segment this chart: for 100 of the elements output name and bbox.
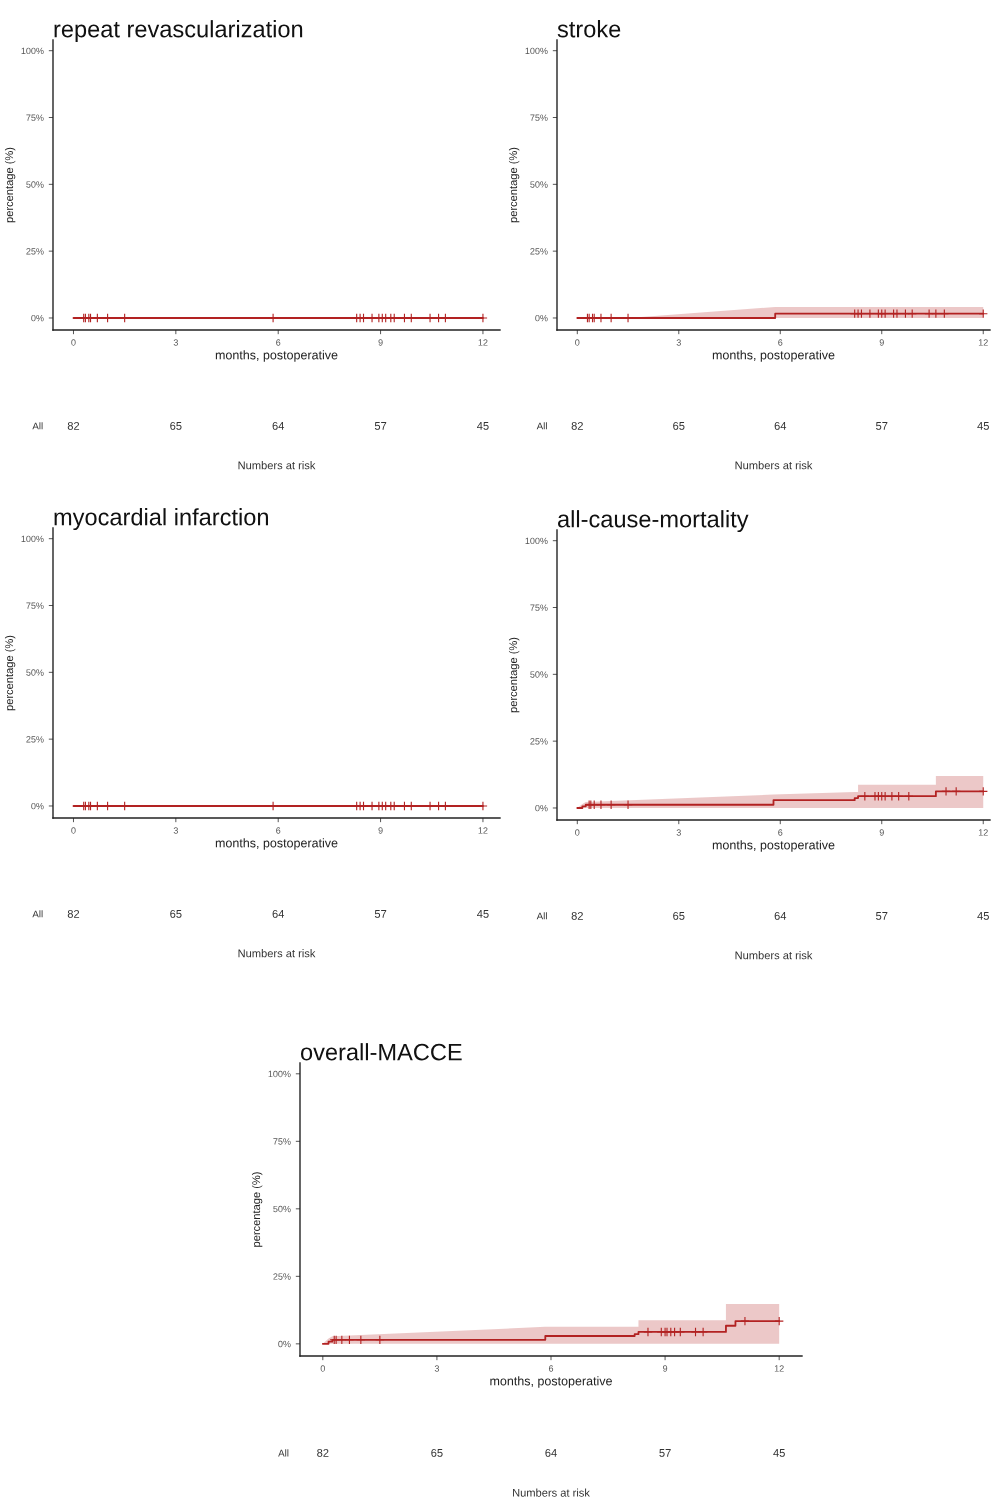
text: 82 — [571, 421, 583, 430]
x-tick-label: 6 — [778, 339, 783, 346]
x-tick-label: 6 — [276, 827, 281, 834]
y-tick-label: 0% — [535, 314, 548, 322]
y-tick-label: 75% — [530, 604, 548, 611]
y-tick-label: 50% — [530, 671, 548, 678]
x-tick-label: 6 — [778, 829, 783, 836]
y-tick-label: 25% — [273, 1273, 291, 1280]
y-tick-label: 75% — [273, 1138, 291, 1145]
x-tick-label: 12 — [478, 339, 488, 346]
y-axis-title: percentage (%) — [4, 635, 16, 711]
y-tick-label: 100% — [525, 47, 548, 55]
chart-title: overall-MACCE — [300, 1043, 462, 1061]
x-axis-title: months, postoperative — [712, 350, 835, 362]
x-tick-label: 9 — [663, 1365, 668, 1372]
y-tick-label: 100% — [525, 537, 548, 545]
x-tick-label: 12 — [978, 829, 988, 836]
text: 65 — [170, 421, 182, 430]
y-tick-label: 50% — [26, 669, 44, 676]
text: All — [32, 910, 43, 918]
y-tick-label: 75% — [26, 114, 44, 121]
chart-title: stroke — [557, 20, 621, 38]
x-tick-label: 3 — [676, 339, 681, 346]
y-tick-label: 50% — [530, 181, 548, 188]
x-tick-label: 12 — [478, 827, 488, 834]
text: 64 — [272, 421, 285, 430]
point — [740, 1316, 750, 1326]
x-axis-title: months, postoperative — [490, 1376, 612, 1388]
text: 57 — [876, 422, 888, 430]
chart-title: all-cause-mortality — [558, 510, 749, 533]
x-tick-label: 9 — [378, 339, 383, 346]
y-tick-label: 0% — [535, 804, 548, 812]
y-axis-title: percentage (%) — [251, 1172, 263, 1247]
y-tick-label: 25% — [26, 736, 44, 743]
y-tick-label: 0% — [31, 314, 44, 322]
text: 82 — [67, 421, 80, 430]
text: 64 — [774, 911, 787, 920]
y-tick-label: 25% — [530, 738, 548, 745]
x-tick-label: 3 — [676, 829, 681, 836]
text: All — [536, 912, 547, 920]
x-axis-title: months, postoperative — [215, 350, 338, 362]
text: 82 — [571, 911, 583, 920]
chart-title: myocardial infarction — [54, 508, 268, 531]
text: Numbers at risk — [238, 461, 316, 470]
x-axis-title: months, postoperative — [215, 838, 338, 850]
x-tick-label: 0 — [320, 1365, 325, 1372]
text: 64 — [774, 421, 787, 430]
y-axis-title: percentage (%) — [4, 147, 16, 223]
y-axis-title: percentage (%) — [508, 147, 520, 223]
x-tick-label: 6 — [276, 339, 281, 346]
point — [643, 1327, 653, 1337]
text: 45 — [477, 910, 489, 918]
text: 65 — [673, 911, 685, 920]
text: 45 — [977, 422, 989, 430]
y-tick-label: 100% — [268, 1070, 291, 1078]
text: 65 — [673, 421, 685, 430]
chart-title: repeat revascularization — [54, 20, 303, 43]
x-tick-label: 9 — [879, 339, 884, 346]
text: Numbers at risk — [238, 949, 316, 958]
text: All — [32, 422, 43, 430]
text: Numbers at risk — [513, 1488, 590, 1497]
x-tick-label: 12 — [978, 339, 988, 346]
point — [698, 1327, 708, 1337]
text: 82 — [67, 909, 80, 918]
y-tick-label: 50% — [273, 1205, 291, 1213]
y-tick-label: 0% — [31, 802, 44, 810]
x-tick-label: 12 — [774, 1365, 784, 1372]
x-tick-label: 3 — [173, 339, 178, 346]
x-axis-title: months, postoperative — [712, 840, 835, 852]
y-axis-title: percentage (%) — [508, 637, 520, 713]
text: 82 — [317, 1448, 329, 1457]
text: 57 — [374, 422, 387, 430]
text: 57 — [876, 912, 888, 920]
x-tick-label: 0 — [71, 827, 76, 834]
text: 65 — [431, 1448, 443, 1457]
x-tick-label: 3 — [173, 827, 178, 834]
y-tick-label: 75% — [26, 602, 44, 609]
text: 45 — [477, 422, 489, 430]
x-tick-label: 0 — [575, 829, 580, 836]
x-tick-label: 6 — [548, 1365, 554, 1372]
text: 57 — [659, 1449, 671, 1457]
x-tick-label: 0 — [71, 339, 76, 346]
y-tick-label: 100% — [21, 47, 44, 55]
x-tick-label: 9 — [879, 829, 884, 836]
y-tick-label: 100% — [21, 535, 44, 543]
x-tick-label: 9 — [378, 827, 383, 834]
text: 65 — [170, 909, 182, 918]
y-tick-label: 0% — [278, 1340, 291, 1348]
y-tick-label: 25% — [530, 248, 548, 255]
text: All — [536, 422, 547, 430]
y-tick-label: 75% — [530, 114, 548, 121]
y-tick-label: 50% — [26, 181, 44, 188]
text: 64 — [545, 1448, 557, 1457]
text: 45 — [773, 1449, 785, 1457]
text: All — [278, 1449, 289, 1457]
x-tick-label: 0 — [575, 339, 580, 346]
point — [690, 1327, 701, 1337]
text: Numbers at risk — [735, 951, 813, 960]
x-tick-label: 3 — [434, 1365, 440, 1372]
y-tick-label: 25% — [26, 248, 44, 255]
